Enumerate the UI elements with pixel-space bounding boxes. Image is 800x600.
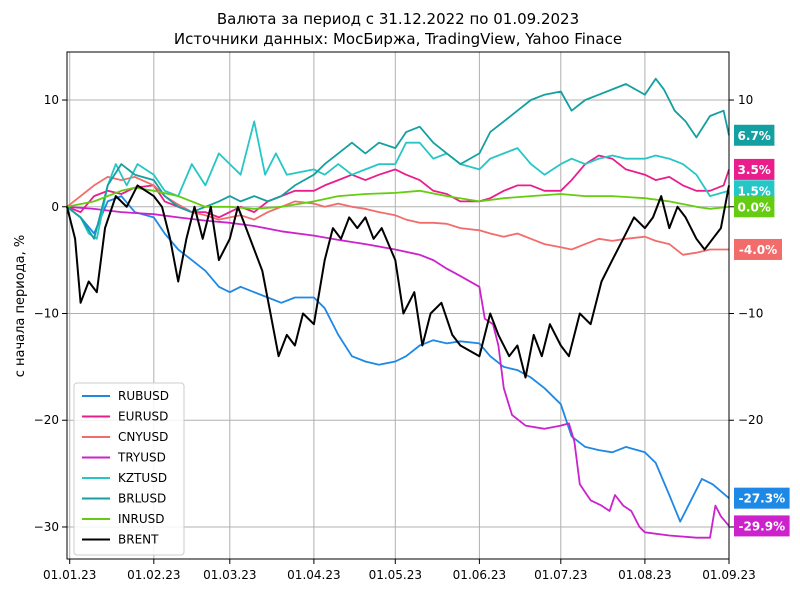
y-tick-label-left: −20 [34, 413, 59, 427]
legend-label-kztusd: KZTUSD [118, 471, 167, 485]
series-line-kztusd [66, 120, 730, 240]
legend: RUBUSD EURUSD CNYUSD TRYUSD KZTUSD BRLUSD INRU… [73, 382, 185, 556]
x-tick-label: 01.08.23 [618, 568, 671, 582]
end-label-box-cnyusd [734, 238, 782, 260]
y-tick-label-right: −10 [738, 307, 763, 321]
y-tick-label-right: 10 [738, 93, 753, 107]
x-tick-label: 01.01.23 [43, 568, 96, 582]
end-label-box-kztusd [734, 180, 775, 202]
chart-title: Валюта за период с 31.12.2022 по 01.09.2… [217, 10, 579, 28]
end-label-box-eurusd [734, 158, 775, 180]
legend-label-inrusd: INRUSD [118, 512, 165, 526]
end-label-kztusd: 1.5% [738, 184, 771, 198]
y-tick-label-left: −10 [34, 307, 59, 321]
x-tick-label: 01.07.23 [534, 568, 587, 582]
end-value-labels: -27.3% 3.5% -4.0% -29.9% 1.5% 6.7% 0.0% [734, 124, 790, 537]
plot-frame [66, 51, 730, 560]
series-line-tryusd [66, 205, 730, 539]
end-label-rubusd: -27.3% [738, 492, 785, 506]
legend-label-tryusd: TRYUSD [117, 451, 166, 465]
series-line-brent [66, 184, 730, 379]
legend-label-cnyusd: CNYUSD [118, 430, 168, 444]
end-label-brlusd: 6.7% [738, 129, 771, 143]
end-label-box-brlusd [734, 124, 775, 146]
y-tick-label-right: −20 [738, 413, 763, 427]
chart-subtitle: Источники данных: МосБиржа, TradingView,… [174, 30, 622, 48]
series-line-rubusd [66, 195, 730, 523]
y-tick-label-left: 10 [44, 93, 59, 107]
legend-label-brent: BRENT [118, 533, 159, 547]
end-label-box-tryusd [734, 515, 790, 537]
end-label-tryusd: -29.9% [738, 519, 785, 533]
legend-box [73, 382, 185, 556]
y-tick-label-left: −30 [34, 520, 59, 534]
y-axis-label: с начала периода, % [13, 235, 28, 378]
y-tick-label-left: 0 [51, 200, 59, 214]
legend-label-rubusd: RUBUSD [118, 389, 169, 403]
legend-label-eurusd: EURUSD [118, 410, 168, 424]
legend-label-brlusd: BRLUSD [118, 492, 166, 506]
series-line-eurusd [66, 154, 730, 219]
end-label-cnyusd: -4.0% [739, 243, 777, 257]
end-label-inrusd: 0.0% [738, 200, 771, 214]
x-tick-label: 01.02.23 [127, 568, 180, 582]
series-line-cnyusd [66, 176, 729, 256]
end-label-box-inrusd [734, 196, 775, 218]
x-tick-label: 01.03.23 [203, 568, 256, 582]
series-lines [66, 77, 730, 539]
x-tick-label: 01.06.23 [453, 568, 506, 582]
x-tick-label: 01.04.23 [287, 568, 340, 582]
series-line-brlusd [66, 77, 730, 240]
end-label-eurusd: 3.5% [738, 163, 771, 177]
x-tick-label: 01.05.23 [369, 568, 422, 582]
end-label-box-rubusd [734, 487, 790, 509]
x-tick-label: 01.09.23 [702, 568, 755, 582]
